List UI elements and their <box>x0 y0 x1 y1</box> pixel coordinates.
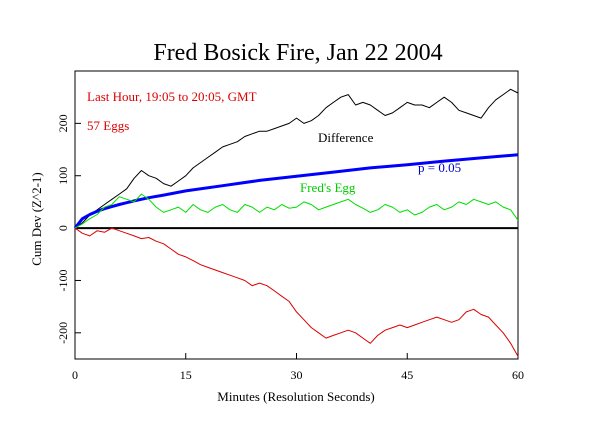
x-tick-label: 0 <box>72 368 78 382</box>
x-tick-label: 60 <box>512 368 524 382</box>
plot-frame <box>74 70 519 360</box>
y-tick-label: -100 <box>56 269 70 291</box>
series-layer <box>73 88 519 357</box>
y-tick-label: 0 <box>56 225 70 231</box>
series-line-difference <box>74 88 519 229</box>
y-axis-title: Cum Dev (Z^2-1) <box>29 172 44 265</box>
x-tick-label: 15 <box>180 368 192 382</box>
y-tick-label: 200 <box>56 114 70 132</box>
difference-label: Difference <box>318 130 374 145</box>
ticks-layer: 0 15 30 45 60 -200 -100 0 100 200 <box>56 114 524 382</box>
series-line-fred-s-egg <box>74 193 519 229</box>
series-line-p-0-05 <box>73 153 519 230</box>
x-tick-label: 30 <box>291 368 303 382</box>
period-annotation: Last Hour, 19:05 to 20:05, GMT <box>87 89 257 104</box>
p-value-label: p = 0.05 <box>418 160 461 175</box>
chart-title: Fred Bosick Fire, Jan 22 2004 <box>153 40 442 66</box>
x-axis-title: Minutes (Resolution Seconds) <box>217 389 374 404</box>
eggs-annotation: 57 Eggs <box>87 118 129 133</box>
series-line-red-egg <box>74 227 519 357</box>
y-tick-label: 100 <box>56 167 70 185</box>
y-tick-label: -200 <box>56 322 70 344</box>
x-tick-label: 45 <box>401 368 413 382</box>
freds-egg-label: Fred's Egg <box>300 180 356 195</box>
